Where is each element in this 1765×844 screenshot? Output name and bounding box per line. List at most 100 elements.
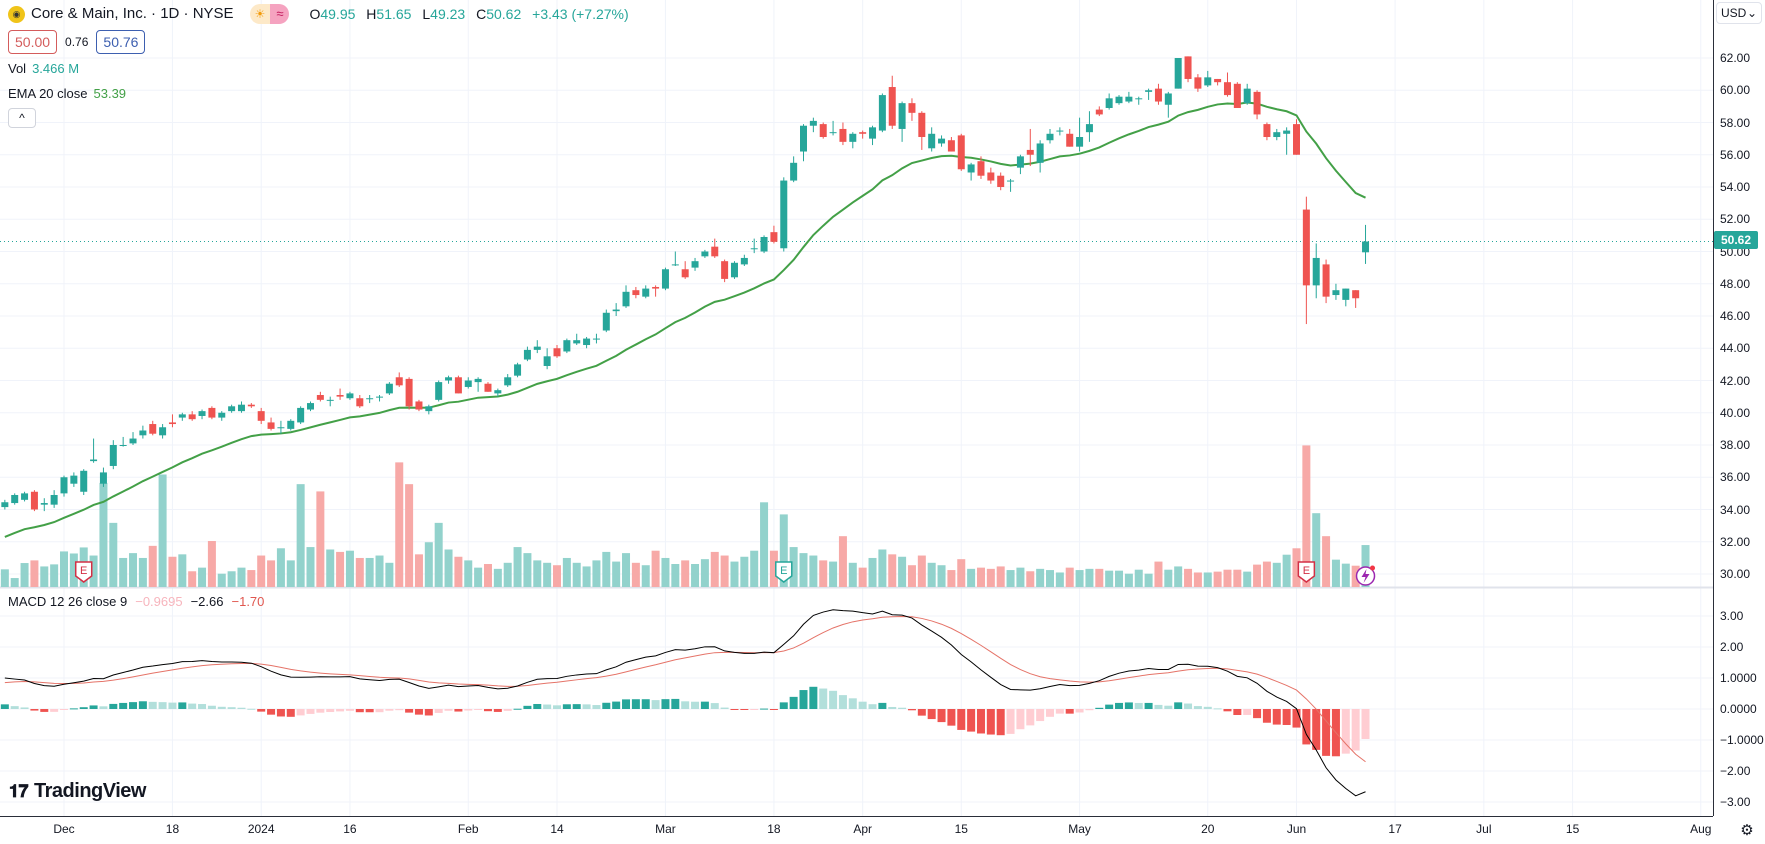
volume-bar xyxy=(1223,569,1232,587)
earnings-shield-shape xyxy=(74,561,93,583)
candle-body xyxy=(918,112,926,138)
candle xyxy=(652,285,660,297)
candle-body xyxy=(543,356,551,366)
candle-body xyxy=(356,398,364,407)
earnings-marker-icon[interactable]: E xyxy=(1297,561,1316,583)
earnings-marker-icon[interactable]: E xyxy=(74,561,93,583)
symbol-logo-icon: ◉ xyxy=(8,5,25,23)
price-tick-label: 62.00 xyxy=(1720,51,1751,65)
volume-bar xyxy=(1105,570,1114,587)
candle-body xyxy=(70,475,78,484)
macd-histogram-bar xyxy=(513,708,522,710)
macd-histogram-bar xyxy=(1144,702,1153,709)
macd-signal-value: −1.70 xyxy=(231,594,265,609)
macd-legend[interactable]: MACD 12 26 close 9 −0.9695 −2.66 −1.70 xyxy=(8,594,264,609)
candle xyxy=(208,406,216,420)
earnings-shield-shape xyxy=(775,561,793,583)
candle xyxy=(90,438,98,463)
candle xyxy=(464,377,472,389)
candle-body xyxy=(445,377,453,381)
volume-bar xyxy=(296,484,305,587)
time-axis[interactable] xyxy=(0,816,1713,844)
macd-histogram-bar xyxy=(1213,708,1222,710)
time-tick-label: May xyxy=(1068,822,1091,836)
settings-gear-icon[interactable]: ⚙ xyxy=(1740,822,1754,839)
macd-histogram-bar xyxy=(119,702,128,709)
macd-tick-label: −3.00 xyxy=(1720,795,1751,809)
price-tick-label: 42.00 xyxy=(1720,373,1751,388)
volume-bar xyxy=(1046,570,1054,587)
candle-body xyxy=(790,162,798,181)
candle xyxy=(425,404,433,415)
currency-dropdown[interactable]: USD ⌄ xyxy=(1716,2,1762,24)
collapse-legend-button[interactable]: ^ xyxy=(8,108,36,128)
candle-body xyxy=(800,125,807,152)
macd-histogram-bar xyxy=(1046,709,1054,717)
candle xyxy=(829,120,837,136)
volume-bar xyxy=(257,555,266,587)
price-axis[interactable] xyxy=(1713,0,1765,816)
ohlc-values: O49.95 H51.65 L49.23 C50.62 +3.43 (+7.27… xyxy=(309,4,635,24)
volume-bar xyxy=(878,549,887,587)
volume-bar xyxy=(129,553,138,587)
price-tick-label: 46.00 xyxy=(1720,309,1751,323)
candle xyxy=(139,425,147,439)
candle-body xyxy=(1302,209,1310,286)
candle-body xyxy=(671,264,679,266)
volume-bar xyxy=(1272,562,1281,587)
candle-body xyxy=(228,406,236,412)
volume-bar xyxy=(345,550,354,587)
candle xyxy=(661,267,669,291)
candle-body xyxy=(366,398,374,400)
volume-bar xyxy=(424,542,433,587)
candle xyxy=(878,93,886,133)
wave-icon[interactable]: ≈ xyxy=(270,4,290,24)
candle-body xyxy=(928,133,936,149)
volume-bar xyxy=(99,482,108,587)
ema-indicator-legend[interactable]: EMA 20 close 53.39 xyxy=(8,84,636,104)
candle xyxy=(740,254,748,267)
macd-histogram-bar xyxy=(1016,709,1025,730)
volume-indicator-legend[interactable]: Vol 3.466 M xyxy=(8,59,636,79)
buy-button[interactable]: 50.76 xyxy=(96,30,146,54)
candle xyxy=(1085,111,1093,142)
macd-histogram-bar xyxy=(720,707,729,709)
candle xyxy=(1302,196,1310,325)
candle-body xyxy=(612,309,620,312)
time-tick-label: 17 xyxy=(1388,822,1402,836)
candle xyxy=(750,238,758,254)
macd-histogram-bar xyxy=(661,699,670,709)
sun-icon[interactable]: ☀ xyxy=(249,4,271,24)
macd-histogram-bar xyxy=(769,709,778,710)
candle-body xyxy=(277,427,285,429)
volume-bar xyxy=(582,566,591,587)
candle-body xyxy=(869,127,877,139)
symbol-title[interactable]: Core & Main, Inc. · 1D · NYSE xyxy=(31,5,234,22)
macd-histogram-bar xyxy=(523,705,532,709)
candle-body xyxy=(1145,90,1153,92)
candle xyxy=(1184,56,1192,83)
candle-body xyxy=(1016,156,1024,168)
lightning-event-icon[interactable] xyxy=(1355,565,1376,586)
earnings-marker-icon[interactable]: E xyxy=(775,561,793,583)
volume-bar xyxy=(976,567,985,587)
candle-body xyxy=(809,120,817,126)
sell-button[interactable]: 50.00 xyxy=(8,30,58,54)
macd-histogram-bar xyxy=(858,701,867,709)
macd-histogram-bar xyxy=(631,699,640,709)
candle xyxy=(1125,91,1133,104)
time-tick-label: Apr xyxy=(853,822,872,836)
volume-bar xyxy=(750,550,759,587)
candle-body xyxy=(770,232,778,242)
market-status-badges[interactable]: ☀ ≈ xyxy=(249,4,290,24)
macd-histogram-bar xyxy=(622,699,631,709)
volume-bar xyxy=(444,549,453,587)
candle-body xyxy=(346,393,354,399)
price-tick-label: 48.00 xyxy=(1720,276,1751,291)
macd-histogram-bar xyxy=(276,709,285,717)
candle-body xyxy=(60,477,68,494)
volume-bar xyxy=(888,554,897,587)
tradingview-logo[interactable]: 𝟏𝟕 TradingView xyxy=(9,780,146,803)
volume-bar xyxy=(612,561,621,587)
